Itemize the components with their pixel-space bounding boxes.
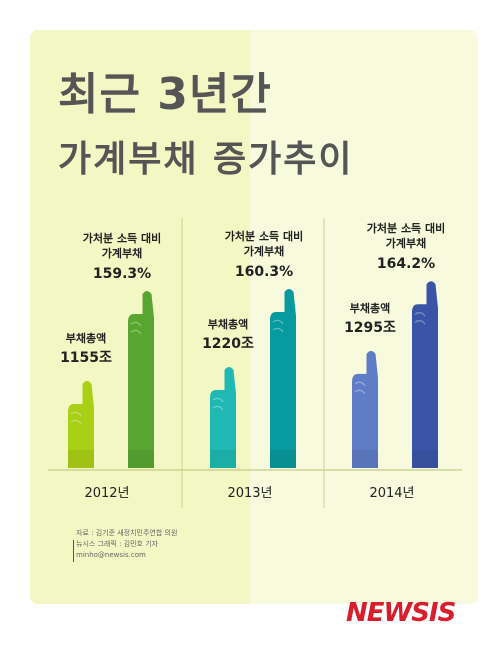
label-ratio-l1-2: 가처분 소득 대비: [367, 221, 446, 235]
bar-debt-2012년-sleeve: [68, 450, 94, 468]
source-line-1: 자료 : 김기준 새정치민주연합 의원: [76, 529, 178, 537]
value-debt-1: 1220조: [202, 336, 254, 352]
label-ratio-l1-0: 가처분 소득 대비: [83, 231, 162, 245]
label-ratio-l1-1: 가처분 소득 대비: [225, 229, 304, 243]
source-line-3: minho@newsis.com: [76, 551, 146, 559]
category-label-2: 2014년: [369, 486, 414, 501]
value-debt-2: 1295조: [344, 320, 396, 336]
bar-ratio-2013년-knuckles: [272, 319, 284, 333]
category-label-0: 2012년: [84, 486, 129, 501]
bar-ratio-2014년: [412, 281, 438, 468]
bar-debt-2013년-knuckles: [212, 397, 224, 411]
bar-debt-2013년-sleeve: [210, 450, 236, 468]
newsis-logo: NEWSIS: [346, 598, 456, 628]
label-ratio-l2-1: 가계부채: [244, 244, 284, 258]
value-debt-0: 1155조: [60, 350, 112, 366]
source-line-2: 뉴시스 그래픽 : 김민호 기자: [76, 540, 159, 548]
bar-debt-2014년-sleeve: [352, 450, 378, 468]
label-debt-0: 부채총액: [66, 331, 106, 345]
label-debt-2: 부채총액: [350, 301, 390, 315]
source-credit: 자료 : 김기준 새정치민주연합 의원 뉴시스 그래픽 : 김민호 기자 min…: [76, 528, 177, 561]
label-debt-1: 부채총액: [208, 317, 248, 331]
value-ratio-0: 159.3%: [93, 266, 151, 282]
bar-debt-2013년: [210, 367, 236, 468]
bar-debt-2014년: [352, 350, 378, 468]
bar-debt-2014년-knuckles: [354, 381, 366, 395]
label-ratio-l2-2: 가계부채: [386, 236, 426, 250]
chart-title-line1: 최근 3년간: [58, 69, 272, 120]
chart-title-line2: 가계부채 증가추이: [58, 139, 354, 180]
source-divider: [73, 540, 74, 562]
bar-ratio-2013년: [270, 289, 296, 468]
value-ratio-2: 164.2%: [377, 256, 435, 272]
bar-ratio-2013년-sleeve: [270, 450, 296, 468]
value-ratio-1: 160.3%: [235, 264, 293, 280]
category-label-1: 2013년: [227, 486, 272, 501]
label-ratio-l2-0: 가계부채: [102, 246, 142, 260]
bar-ratio-2012년-knuckles: [130, 321, 142, 335]
bar-debt-2012년-knuckles: [70, 411, 82, 425]
bar-ratio-2012년-sleeve: [128, 450, 154, 468]
bar-ratio-2014년-sleeve: [412, 450, 438, 468]
bar-debt-2012년: [68, 381, 94, 468]
bar-ratio-2014년-knuckles: [414, 312, 426, 325]
bar-ratio-2012년: [128, 291, 154, 468]
